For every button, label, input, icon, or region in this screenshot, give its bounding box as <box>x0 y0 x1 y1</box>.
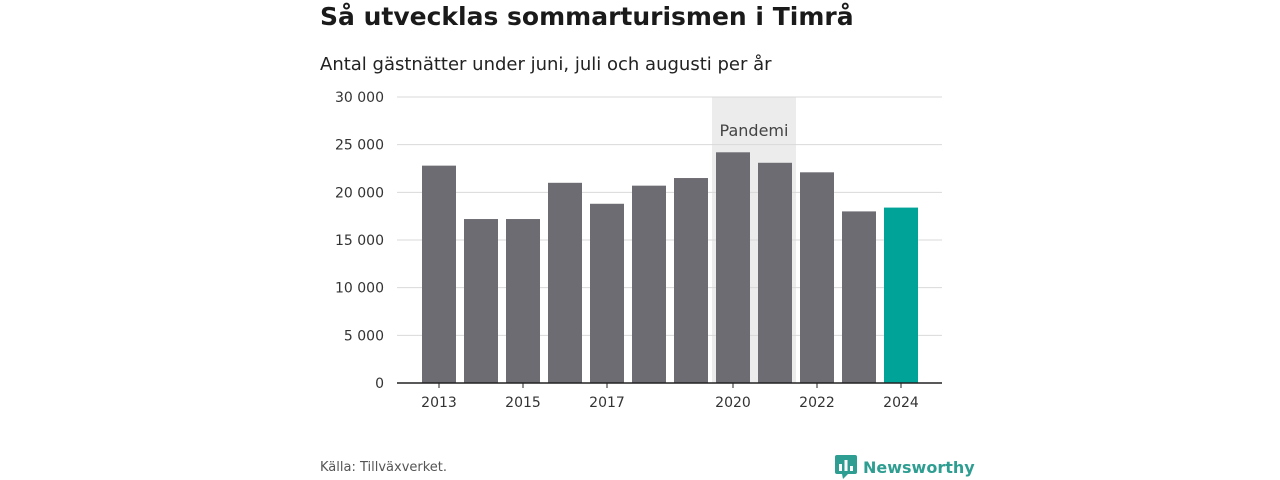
bar-2017 <box>590 203 624 383</box>
pandemic-label: Pandemi <box>720 121 789 140</box>
x-tick-label: 2013 <box>421 395 457 411</box>
bar-2013 <box>422 165 456 383</box>
bar-2024 <box>884 207 918 383</box>
x-tick-label: 2017 <box>589 395 625 411</box>
x-tick-label: 2024 <box>883 395 919 411</box>
bar-2014 <box>464 219 498 383</box>
x-tick-label: 2022 <box>799 395 835 411</box>
chart-title: Så utvecklas sommarturismen i Timrå <box>320 2 854 31</box>
x-tick-label: 2015 <box>505 395 541 411</box>
newsworthy-logo: Newsworthy <box>835 455 975 479</box>
bar-2021 <box>758 162 792 383</box>
bar-2020 <box>716 152 750 383</box>
x-tick-label: 2020 <box>715 395 751 411</box>
bar-2018 <box>632 185 666 383</box>
y-tick-label: 30 000 <box>335 90 384 106</box>
y-tick-label: 10 000 <box>335 281 384 297</box>
bar-2023 <box>842 211 876 383</box>
y-tick-label: 25 000 <box>335 138 384 154</box>
bar-2019 <box>674 178 708 383</box>
bar-2022 <box>800 172 834 383</box>
brand-name: Newsworthy <box>863 457 975 477</box>
chart-subtitle: Antal gästnätter under juni, juli och au… <box>320 54 772 75</box>
y-tick-label: 15 000 <box>335 233 384 249</box>
y-tick-label: 5 000 <box>344 328 384 344</box>
y-tick-label: 0 <box>375 376 384 392</box>
bar-chart: 0 5 000 10 000 15 000 20 000 25 000 30 000 2013… <box>335 90 942 411</box>
bar-2016 <box>548 182 582 383</box>
y-tick-label: 20 000 <box>335 185 384 201</box>
bar-2015 <box>506 219 540 383</box>
source-note: Källa: Tillväxverket. <box>320 460 448 475</box>
newsworthy-icon <box>835 455 857 479</box>
